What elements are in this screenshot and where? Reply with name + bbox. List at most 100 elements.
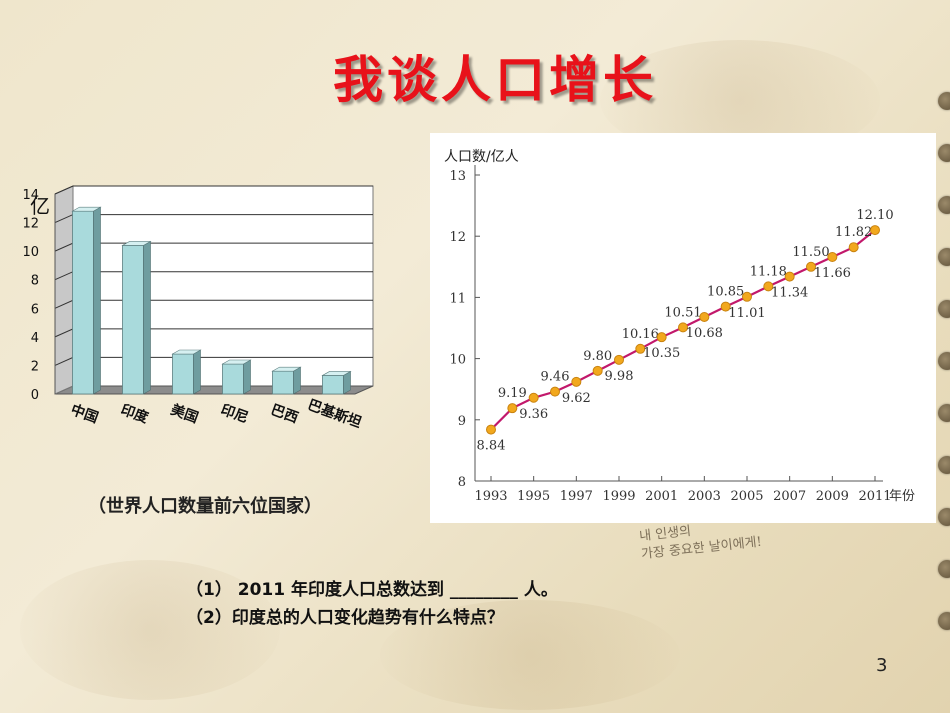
line-chart-x-tick-label: 2005	[730, 489, 763, 504]
line-point	[699, 311, 710, 322]
population-bar-chart: 0 2 4 6 8 10 12 14 中国 印度 美国 印尼 巴西 巴基斯坦	[22, 185, 374, 431]
bar-chart-y-tick-label: 14	[22, 188, 39, 203]
bar	[321, 370, 352, 395]
bar	[271, 366, 302, 395]
bar-top	[121, 241, 152, 246]
bar-top	[271, 366, 302, 372]
bar-chart-caption: （世界人口数量前六位国家）	[88, 496, 322, 517]
bar-chart-y-tick-label: 0	[31, 388, 39, 403]
line-point-label: 10.68	[686, 326, 723, 341]
bar-chart-y-tick-label: 12	[22, 217, 39, 232]
spiral-hole	[938, 248, 950, 266]
line-chart-y-tick-label: 13	[449, 169, 466, 184]
bar-front	[222, 363, 244, 395]
line-point-label: 10.35	[643, 346, 680, 361]
line-chart-y-tick-label: 8	[458, 475, 466, 490]
line-point	[635, 343, 646, 354]
line-chart-x-tick-label: 2011	[858, 489, 891, 504]
spiral-hole	[938, 144, 950, 162]
line-point-label: 11.18	[750, 264, 787, 279]
bar-category-label: 美国	[168, 401, 200, 427]
bar-top	[321, 371, 352, 376]
page-number: 3	[876, 655, 888, 676]
line-point-label: 10.51	[664, 305, 701, 320]
line-point	[528, 392, 539, 403]
line-chart-x-tick-label: 1999	[602, 489, 635, 504]
line-point	[656, 332, 667, 343]
spiral-hole	[938, 300, 950, 318]
bar-front	[122, 245, 144, 395]
india-population-line-chart: 人口数/亿人 8 9 10 11 12 13 1993 1995 1997 1999 2001 2003…	[444, 149, 915, 504]
spiral-hole	[938, 352, 950, 370]
bar-category-label: 印度	[118, 401, 151, 427]
line-point-label: 9.80	[583, 349, 612, 364]
question-2: （2）印度总的人口变化趋势有什么特点？	[186, 608, 504, 628]
bar-chart-unit-label: 亿	[30, 194, 50, 218]
line-point	[507, 403, 518, 414]
bar-front	[322, 375, 344, 395]
bar-side	[193, 349, 201, 395]
bar-top	[171, 349, 202, 355]
bar-category-label: 印尼	[218, 401, 250, 427]
line-point	[720, 301, 731, 312]
bar-side	[93, 206, 101, 395]
spiral-hole	[938, 456, 950, 474]
spiral-hole	[938, 196, 950, 214]
bar	[71, 206, 102, 395]
spiral-hole	[938, 404, 950, 422]
line-point	[763, 281, 774, 292]
spiral-hole	[938, 560, 950, 578]
line-point	[742, 291, 752, 302]
bar	[121, 240, 152, 395]
line-point-label: 9.46	[541, 370, 570, 385]
bar-side	[143, 240, 151, 395]
line-point	[571, 376, 582, 387]
line-point	[486, 424, 496, 435]
bar-category-label: 中国	[68, 401, 100, 427]
line-point	[848, 242, 859, 253]
bar-chart-y-tick-label: 6	[31, 302, 39, 317]
bar-chart-gridline	[54, 185, 373, 195]
line-point	[870, 225, 880, 236]
bar-top	[221, 359, 252, 365]
spiral-hole	[938, 612, 950, 630]
line-point-label: 11.66	[814, 266, 851, 281]
bar-chart-y-tick-label: 10	[22, 245, 39, 260]
line-chart-y-tick-label: 11	[449, 291, 466, 306]
line-point	[614, 354, 624, 365]
paper-stain	[380, 600, 680, 710]
line-chart-y-tick-label: 10	[449, 353, 466, 368]
page-title: 我谈人口增长	[333, 50, 657, 109]
line-point-label: 11.82	[835, 225, 872, 240]
bar-front	[72, 210, 94, 395]
question-1: （1） 2011 年印度人口总数达到 ________ 人。	[186, 580, 558, 600]
bar-chart-y-tick-label: 2	[31, 359, 39, 374]
line-point-label: 11.50	[792, 245, 829, 260]
line-point-label: 10.16	[622, 327, 659, 342]
bar	[221, 359, 252, 395]
bar-front	[172, 353, 194, 395]
line-point	[784, 271, 795, 282]
bar-chart-y-tick-label: 8	[31, 274, 39, 289]
spiral-hole	[938, 92, 950, 110]
spiral-hole	[938, 508, 950, 526]
line-chart-y-tick-label: 9	[458, 414, 466, 429]
line-chart-panel: 人口数/亿人 8 9 10 11 12 13 1993 1995 1997 1999 2001 2003…	[430, 133, 936, 523]
line-point-label: 11.34	[771, 286, 808, 301]
bar-category-label: 巴西	[268, 402, 300, 427]
line-point	[678, 322, 688, 333]
bar-side	[243, 359, 251, 395]
line-point-label: 12.10	[856, 208, 893, 223]
line-chart-x-tick-label: 1995	[517, 489, 550, 504]
bar-category-label: 巴基斯坦	[305, 396, 363, 431]
paper-stain	[20, 560, 280, 700]
line-point	[550, 386, 560, 397]
line-point-label: 9.98	[605, 369, 634, 384]
line-chart-x-tick-label: 2001	[645, 489, 678, 504]
line-point-label: 9.36	[519, 407, 548, 422]
line-chart-x-tick-label: 2003	[688, 489, 721, 504]
line-chart-y-tick-label: 12	[449, 230, 466, 245]
bar-chart-back-wall	[72, 185, 374, 387]
line-chart-x-axis-title: 年份	[889, 489, 915, 504]
line-point	[592, 365, 603, 376]
